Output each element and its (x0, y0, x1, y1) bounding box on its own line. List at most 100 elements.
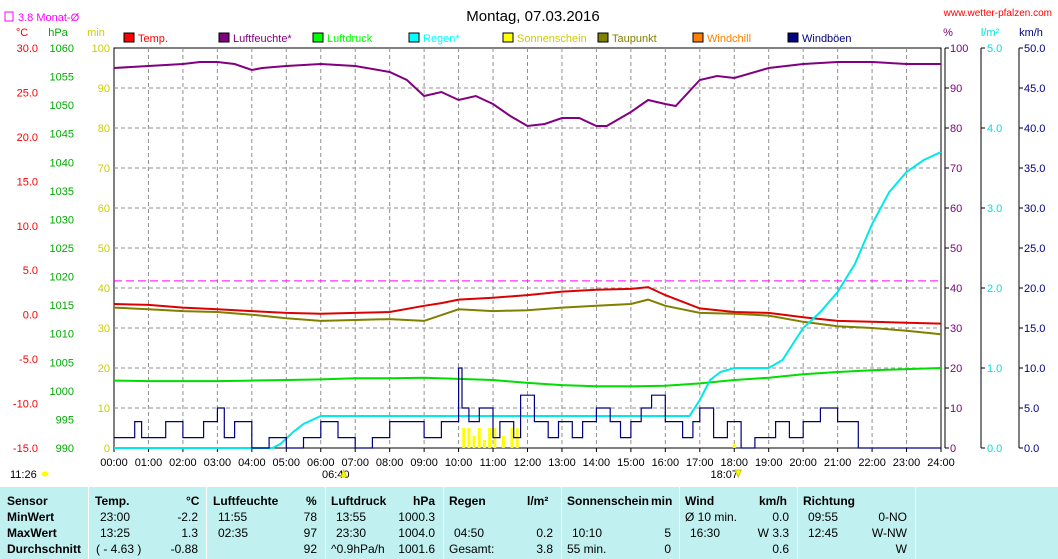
dewpoint-series (113, 298, 942, 336)
wind-axis-label: 25.0 (1024, 243, 1045, 255)
humidity-axis-label: 40 (950, 283, 962, 295)
wind-avg-window: Ø 10 min. (685, 510, 738, 524)
humidity-max-time: 02:35 (218, 526, 249, 540)
row-label-sensor: Sensor (7, 494, 48, 508)
x-tick-label: 00:00 (100, 457, 128, 469)
humidity-header: Luftfeuchte (213, 494, 279, 508)
direction-max-time: 12:45 (808, 526, 839, 540)
rain-axis-label: 4.0 (987, 123, 1002, 135)
minutes-tick-label: 40 (98, 283, 110, 295)
x-tick-label: 19:00 (755, 457, 783, 469)
legend-label: Temp. (138, 33, 168, 45)
x-tick-label: 24:00 (927, 457, 955, 469)
sunshine-bar (462, 428, 466, 448)
temp-tick-label: 10.0 (17, 221, 38, 233)
pressure-tick-label: 1030 (50, 214, 74, 226)
temp-min-value: -2.2 (177, 510, 198, 524)
pressure-tick-label: 1010 (50, 329, 74, 341)
rain-series (114, 151, 942, 449)
pressure-min-value: 1000.3 (398, 510, 435, 524)
pressure-tick-label: 1050 (50, 100, 74, 112)
pressure-max-time: 23:30 (336, 526, 367, 540)
rain-max-value: 0.2 (536, 526, 553, 540)
legend-swatch (597, 32, 609, 43)
x-tick-label: 23:00 (893, 457, 921, 469)
temp-avg-extra: ( - 4.63 ) (96, 542, 142, 556)
pressure-avg-value: 1001.6 (398, 542, 435, 556)
minutes-tick-label: 80 (98, 123, 110, 135)
sunshine-bar (501, 436, 505, 448)
rain-unit: l/m² (527, 494, 549, 508)
humidity-axis-label: 80 (950, 123, 962, 135)
temp-axis-unit: °C (16, 27, 28, 39)
x-tick-label: 20:00 (789, 457, 817, 469)
temp-header: Temp. (95, 494, 130, 508)
rain-axis-label: 5.0 (987, 43, 1002, 55)
legend-label: Windchill (707, 33, 751, 45)
wind-axis-label: 5.0 (1024, 403, 1039, 415)
legend-swatch (123, 32, 135, 43)
pressure-min-time: 13:55 (336, 510, 367, 524)
x-tick-label: 22:00 (858, 457, 886, 469)
row-label-min: MinWert (7, 510, 55, 524)
wind-axis-unit: km/h (1019, 27, 1043, 39)
wind-axis-label: 50.0 (1024, 43, 1045, 55)
minutes-tick-label: 10 (98, 403, 110, 415)
pressure-unit: hPa (413, 494, 436, 508)
x-tick-label: 15:00 (617, 457, 645, 469)
sunshine-bar (472, 436, 476, 448)
humidity-axis-label: 10 (950, 403, 962, 415)
temp-avg-value: -0.88 (170, 542, 198, 556)
temp-min-time: 23:00 (100, 510, 131, 524)
temp-tick-label: 0.0 (23, 310, 38, 322)
x-tick-label: 06:00 (307, 457, 335, 469)
temp-max-time: 13:25 (100, 526, 131, 540)
x-tick-label: 10:00 (445, 457, 473, 469)
x-tick-label: 05:00 (273, 457, 301, 469)
wind-axis-label: 30.0 (1024, 203, 1045, 215)
row-label-avg: Durchschnitt (7, 542, 82, 556)
rain-axis-label: 0.0 (987, 443, 1002, 455)
pressure-axis-unit: hPa (48, 27, 68, 39)
wind-axis-label: 15.0 (1024, 323, 1045, 335)
sunshine-bar (732, 444, 736, 448)
minutes-tick-label: 0 (104, 443, 110, 455)
minutes-tick-label: 90 (98, 83, 110, 95)
direction-min-time: 09:55 (808, 510, 839, 524)
weather-chart: Montag, 07.03.2016 www.wetter-pfalzen.com… (4, 8, 1052, 481)
temp-tick-label: -15.0 (13, 443, 38, 455)
legend-swatch (312, 32, 324, 43)
temp-tick-label: 25.0 (17, 87, 38, 99)
monthly-avg-icon (4, 11, 14, 22)
pressure-tick-label: 990 (56, 443, 74, 455)
pressure-tick-label: 1060 (50, 43, 74, 55)
x-tick-label: 13:00 (548, 457, 576, 469)
wind-axis-label: 45.0 (1024, 83, 1045, 95)
daylength-label: 11:26 (10, 469, 37, 481)
pressure-tick-label: 1035 (50, 186, 74, 198)
x-tick-label: 12:00 (514, 457, 542, 469)
sunrise-icon (339, 468, 348, 478)
legend-label: Luftfeuchte* (233, 33, 292, 45)
pressure-header: Luftdruck (331, 494, 387, 508)
rain-axis-unit: l/m² (981, 27, 1000, 39)
wind-avg-value: 0.6 (772, 542, 789, 556)
wind-min-value: 0.0 (772, 510, 789, 524)
pressure-trend: ^0.9hPa/h (331, 542, 385, 556)
humidity-axis-label: 60 (950, 203, 962, 215)
pressure-max-value: 1004.0 (398, 526, 435, 540)
wind-axis-label: 35.0 (1024, 163, 1045, 175)
x-tick-label: 21:00 (824, 457, 852, 469)
monthly-avg-label: 3.8 Monat-Ø (18, 12, 80, 24)
minutes-tick-label: 70 (98, 163, 110, 175)
wind-unit: km/h (759, 494, 788, 508)
pressure-tick-label: 1045 (50, 129, 74, 141)
x-tick-label: 14:00 (583, 457, 611, 469)
humidity-axis-unit: % (943, 27, 953, 39)
gusts-series (114, 367, 941, 449)
temp-max-value: 1.3 (181, 526, 198, 540)
humidity-axis-label: 50 (950, 243, 962, 255)
direction-avg-value: W (895, 542, 907, 556)
pressure-tick-label: 995 (56, 414, 74, 426)
x-tick-label: 17:00 (686, 457, 714, 469)
